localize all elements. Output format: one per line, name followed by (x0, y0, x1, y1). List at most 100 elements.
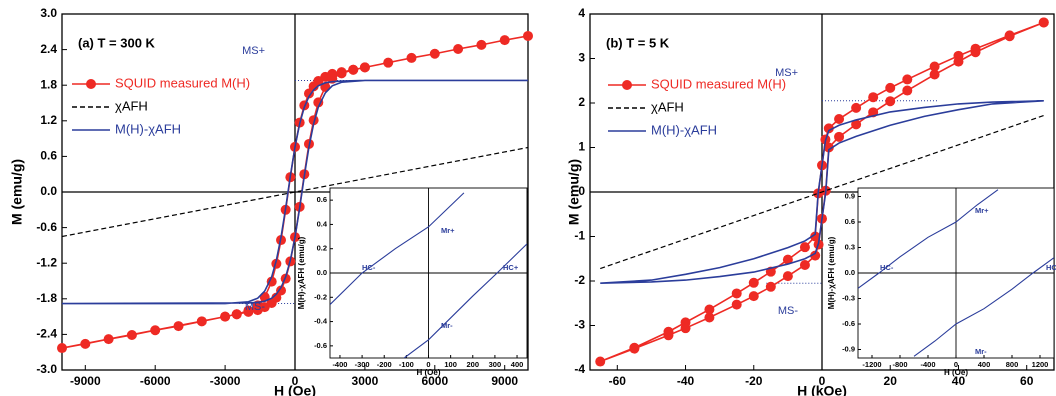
y-tick-label: -1.2 (36, 255, 57, 269)
x-tick-label: -1200 (862, 360, 881, 369)
data-point (902, 85, 913, 96)
series-line (600, 99, 1044, 285)
y-tick-label: -2 (574, 273, 585, 287)
y-tick-label: -2.4 (36, 327, 57, 341)
x-tick-label: 20 (884, 374, 898, 388)
x-axis-label: H (Oe) (274, 383, 316, 396)
data-point (782, 271, 793, 282)
x-tick-label: -300 (355, 360, 370, 369)
x-tick-label: -40 (677, 374, 695, 388)
y-tick-label: 0.2 (317, 244, 327, 253)
y-tick-label: -1.8 (36, 291, 57, 305)
y-tick-label: -4 (574, 362, 585, 376)
annotation: HC- (880, 263, 894, 272)
data-point (523, 30, 533, 41)
annotation: HC+ (1046, 263, 1056, 272)
data-point (823, 123, 834, 134)
y-tick-label: 0.0 (845, 268, 855, 277)
data-point (885, 82, 896, 93)
data-point (303, 88, 314, 99)
data-point (196, 316, 207, 327)
x-tick-label: 0 (819, 374, 826, 388)
y-axis-label: M(H)-χAFH (emu/g) (297, 236, 306, 309)
y-tick-label: 1.2 (40, 113, 57, 127)
data-point (731, 288, 742, 299)
y-tick-label: 0.0 (317, 268, 327, 277)
y-tick-label: 3.0 (40, 6, 57, 20)
data-point (595, 356, 606, 367)
data-point (834, 114, 845, 125)
y-tick-label: 3 (578, 51, 585, 65)
legend-label: M(H)-χAFH (115, 121, 181, 136)
annotation: HC+ (503, 263, 519, 272)
data-point (150, 325, 161, 336)
series-line (330, 192, 465, 305)
data-point (902, 74, 913, 85)
annotation: Mr+ (441, 226, 455, 235)
data-point (359, 62, 370, 73)
data-point (383, 57, 394, 68)
x-tick-label: 60 (1020, 374, 1034, 388)
y-tick-label: 0.6 (317, 195, 327, 204)
legend-marker (86, 79, 96, 89)
data-point (220, 311, 231, 322)
legend-marker (622, 80, 632, 90)
y-tick-label: 4 (578, 6, 585, 20)
series-line (62, 146, 528, 238)
x-tick-label: -100 (399, 360, 414, 369)
series-line (600, 114, 1044, 270)
x-tick-label: 800 (1006, 360, 1019, 369)
annotation: MS- (778, 305, 799, 317)
x-tick-label: 100 (444, 360, 457, 369)
y-tick-label: -0.6 (36, 220, 57, 234)
x-axis-label: H (Oe) (417, 368, 441, 377)
legend-label: χAFH (115, 98, 148, 113)
y-axis-label: M(H)-χAFH (emu/g) (827, 236, 836, 309)
x-tick-label: -20 (745, 374, 763, 388)
data-point (499, 35, 510, 46)
data-point (429, 48, 440, 59)
y-tick-label: -0.3 (842, 293, 855, 302)
inset: -400 -300 -200 -100 0 100 200 300 400 -0.6 -0.4 -0.… (297, 187, 528, 377)
data-point (885, 96, 896, 107)
annotation: MS+ (775, 67, 798, 79)
y-tick-label: -0.6 (842, 319, 855, 328)
series-line (858, 189, 999, 289)
data-point (308, 81, 319, 92)
y-tick-label: -1 (574, 229, 585, 243)
y-tick-label: 1 (578, 140, 585, 154)
x-tick-label: 300 (489, 360, 502, 369)
data-point (799, 259, 810, 270)
series-line (62, 79, 528, 305)
data-point (348, 64, 359, 75)
y-tick-label: 2 (578, 95, 585, 109)
annotation: Mr- (975, 347, 987, 356)
data-point (704, 304, 715, 315)
series-line (913, 257, 1054, 357)
data-point (868, 92, 879, 103)
x-tick-label: 0 (292, 374, 299, 388)
data-point (810, 231, 821, 242)
x-tick-label: 0 (954, 360, 958, 369)
x-tick-label: 200 (467, 360, 480, 369)
legend-label: χAFH (651, 99, 684, 114)
y-tick-label: 0.0 (40, 184, 57, 198)
y-tick-label: -0.9 (842, 344, 855, 353)
panel-title: (b) T = 5 K (606, 35, 670, 50)
data-point (629, 343, 640, 354)
data-point (1038, 17, 1049, 28)
data-point (834, 131, 845, 142)
data-point (851, 102, 862, 113)
legend-label: SQUID measured M(H) (651, 76, 786, 91)
data-point (851, 119, 862, 130)
data-point (271, 292, 282, 303)
data-point (929, 61, 940, 72)
y-tick-label: 1.8 (40, 77, 57, 91)
y-tick-label: -0.4 (314, 317, 328, 326)
data-point (243, 306, 254, 317)
y-axis-label: M (emu/g) (9, 159, 25, 225)
data-point (810, 250, 821, 261)
data-point (476, 39, 487, 50)
series-line (403, 243, 527, 358)
inset: -1200 -800 -400 0 400 800 1200 -0.9 -0.6 -0.3 0.0 0… (827, 187, 1056, 377)
